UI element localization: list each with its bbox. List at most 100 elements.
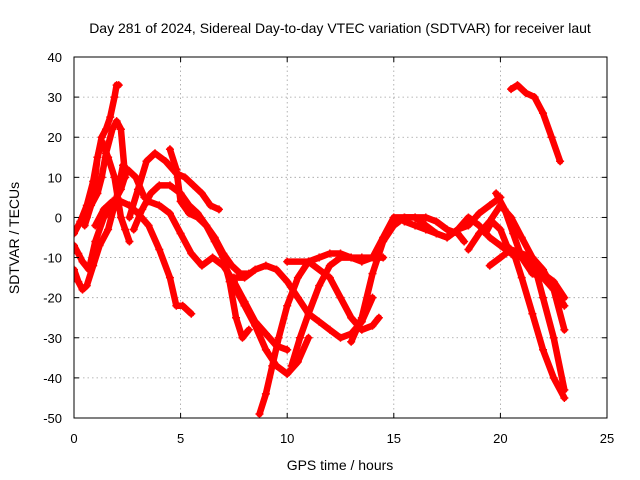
point-s19	[487, 217, 496, 226]
point-s14	[357, 257, 366, 266]
point-s14	[287, 361, 296, 370]
point-s17	[485, 233, 494, 242]
point-s12	[261, 261, 270, 270]
point-s11	[251, 321, 260, 330]
point-s14	[389, 213, 398, 222]
point-s6	[165, 273, 174, 282]
point-s15	[485, 201, 494, 210]
point-s4	[74, 249, 83, 258]
point-s5	[89, 261, 98, 270]
point-s12	[315, 317, 324, 326]
point-s5	[82, 281, 91, 290]
point-s16	[368, 321, 377, 330]
point-s19	[496, 225, 505, 234]
point-s13	[274, 333, 283, 342]
point-s12	[251, 265, 260, 274]
point-s21	[517, 249, 526, 258]
point-s5	[78, 285, 87, 294]
point-s6	[116, 197, 125, 206]
point-s16	[374, 313, 383, 322]
point-s11	[229, 281, 238, 290]
point-s17	[411, 221, 420, 230]
point-s12	[293, 293, 302, 302]
point-s2	[110, 173, 119, 182]
point-s3	[116, 125, 125, 134]
point-s17	[475, 221, 484, 230]
y-tick-label: 10	[48, 170, 62, 185]
point-s2	[93, 153, 102, 162]
series-line-s9	[166, 146, 253, 277]
point-s14	[336, 253, 345, 262]
y-tick-label: 40	[48, 50, 62, 65]
point-s3	[80, 221, 89, 230]
x-axis-ticks: 0 5 10 15 20 25	[70, 57, 614, 446]
point-s9	[210, 233, 219, 242]
point-s21	[528, 253, 537, 262]
point-s15	[368, 269, 377, 278]
point-s8	[165, 181, 174, 190]
point-s22	[547, 133, 556, 142]
point-s8	[238, 333, 247, 342]
point-s4	[78, 257, 87, 266]
point-s9	[202, 221, 211, 230]
point-s19	[517, 273, 526, 282]
point-s15	[475, 209, 484, 218]
point-s14	[421, 213, 430, 222]
point-s1	[74, 229, 78, 238]
point-s10	[176, 229, 185, 238]
point-s13	[261, 389, 270, 398]
point-s17	[421, 225, 430, 234]
point-s14	[347, 253, 356, 262]
x-tick-label: 15	[387, 431, 401, 446]
point-s10	[155, 201, 164, 210]
y-axis-label: SDTVAR / TECUs	[6, 182, 22, 294]
series-line-s10	[145, 198, 291, 354]
point-s20	[528, 269, 537, 278]
point-s12	[240, 273, 249, 282]
point-s22	[507, 85, 516, 94]
series-line-s19	[482, 218, 568, 402]
point-s7	[142, 157, 151, 166]
point-s17	[443, 233, 452, 242]
x-tick-label: 0	[70, 431, 77, 446]
x-tick-label: 25	[600, 431, 614, 446]
series-line-s14	[288, 214, 468, 370]
x-tick-label: 10	[280, 431, 294, 446]
point-s9	[165, 145, 174, 154]
point-s15	[347, 337, 356, 346]
point-s4	[74, 241, 78, 250]
point-s5	[74, 277, 83, 286]
point-s7	[161, 157, 170, 166]
point-s19	[502, 241, 511, 250]
point-s19	[539, 345, 548, 354]
point-s6	[155, 245, 164, 254]
point-s16	[283, 257, 292, 266]
point-s10	[165, 209, 174, 218]
point-s6	[144, 221, 153, 230]
point-s14	[325, 261, 334, 270]
point-s17	[453, 225, 462, 234]
series-group	[74, 81, 569, 418]
point-s12	[325, 325, 334, 334]
point-s22	[556, 157, 565, 166]
x-tick-label: 20	[493, 431, 507, 446]
y-tick-label: 20	[48, 130, 62, 145]
point-s11	[261, 345, 270, 354]
point-s21	[539, 265, 548, 274]
point-s14	[460, 237, 469, 246]
point-s12	[283, 277, 292, 286]
y-tick-label: -30	[43, 331, 62, 346]
point-s3	[101, 149, 110, 158]
point-s8	[138, 205, 147, 214]
point-s11	[283, 369, 292, 378]
y-axis-ticks: -50 -40 -30 -20 -10 0 10 20 30 40	[43, 50, 607, 426]
point-s22	[521, 89, 530, 98]
point-s12	[336, 333, 345, 342]
point-s16	[304, 257, 313, 266]
point-s11	[219, 257, 228, 266]
point-s11	[240, 301, 249, 310]
point-s2	[125, 237, 134, 246]
point-s7	[197, 189, 206, 198]
point-s13	[283, 301, 292, 310]
